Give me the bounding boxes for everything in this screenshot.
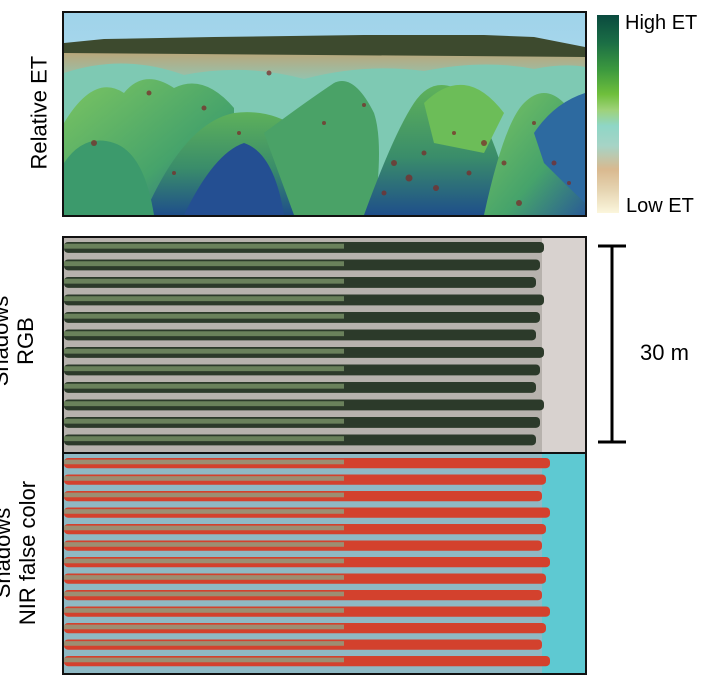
shadow-overlay bbox=[64, 418, 344, 424]
shadow-overlay bbox=[64, 509, 344, 514]
shadow-overlay bbox=[64, 436, 344, 442]
shadows-rgb-image bbox=[62, 236, 587, 454]
shadow-overlay bbox=[64, 348, 344, 354]
shadows-rgb-label-line1: Shadows bbox=[0, 295, 13, 387]
shadow-overlay bbox=[64, 525, 344, 531]
shadows-nir-rows bbox=[64, 454, 585, 673]
shadows-nir-label: Shadows NIR false color bbox=[0, 468, 40, 638]
shadows-rgb-label: Shadows RGB bbox=[0, 286, 38, 396]
shadow-overlay bbox=[64, 366, 344, 372]
shadow-overlay bbox=[64, 476, 344, 481]
legend-high-label: High ET bbox=[625, 12, 698, 34]
shadow-overlay bbox=[64, 558, 344, 564]
shadows-rgb-rows bbox=[64, 238, 585, 452]
shadow-overlay bbox=[64, 657, 344, 663]
legend-low-label: Low ET bbox=[626, 195, 694, 217]
shadows-rgb-label-line2: RGB bbox=[13, 317, 38, 365]
shadow-overlay bbox=[64, 492, 344, 498]
relative-et-label: Relative ET bbox=[26, 55, 52, 170]
relative-et-label-text: Relative ET bbox=[26, 55, 52, 170]
shadow-overlay bbox=[64, 575, 344, 580]
scale-bar-label: 30 m bbox=[640, 340, 689, 365]
shadow-overlay bbox=[64, 243, 344, 249]
shadow-overlay bbox=[64, 261, 344, 267]
relative-et-image bbox=[62, 11, 587, 217]
shadow-overlay bbox=[64, 383, 344, 389]
shadow-overlay bbox=[64, 641, 344, 646]
shadow-overlay bbox=[64, 608, 344, 613]
shadow-overlay bbox=[64, 296, 344, 302]
shadow-overlay bbox=[64, 278, 344, 284]
shadows-nir-label-line2: NIR false color bbox=[15, 480, 40, 626]
shadow-overlay bbox=[64, 313, 344, 319]
shadow-overlay bbox=[64, 331, 344, 337]
shadow-overlay bbox=[64, 591, 344, 597]
shadow-overlay bbox=[64, 542, 344, 547]
shadow-overlay bbox=[64, 459, 344, 465]
shadow-overlay bbox=[64, 624, 344, 630]
relative-et-terrain bbox=[64, 13, 585, 215]
shadows-nir-image bbox=[62, 452, 587, 675]
shadow-overlay bbox=[64, 401, 344, 407]
scale-bar bbox=[598, 244, 626, 444]
et-color-legend-bar bbox=[597, 15, 619, 213]
shadows-nir-label-line1: Shadows bbox=[0, 507, 15, 599]
